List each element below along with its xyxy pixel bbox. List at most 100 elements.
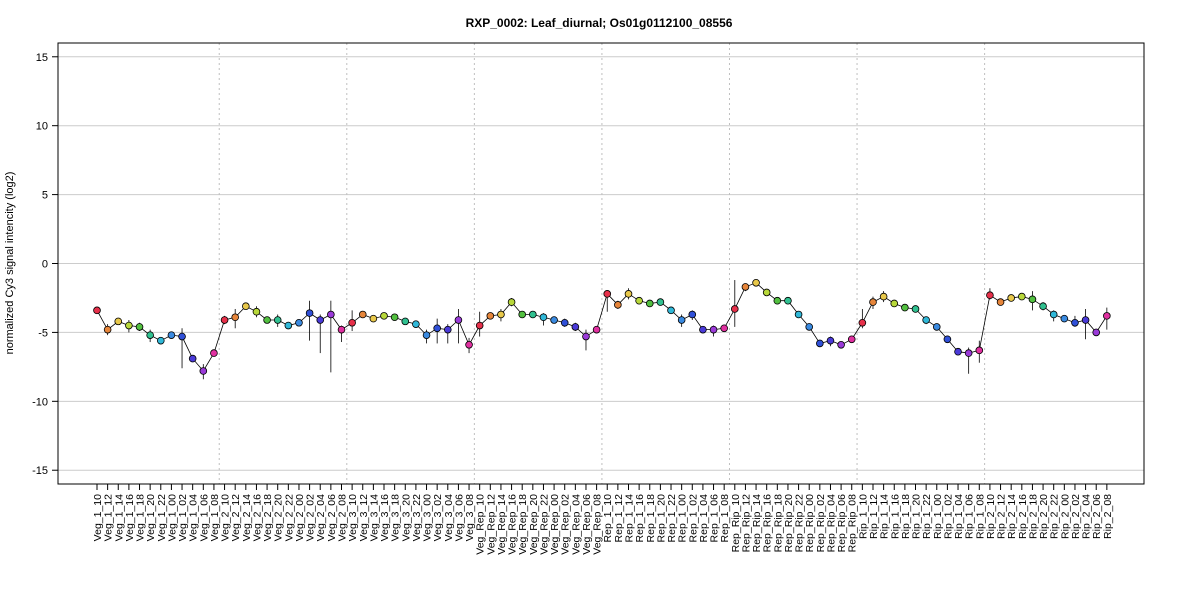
data-points <box>93 278 1111 375</box>
y-tick-label: 5 <box>42 190 48 202</box>
x-tick-label: Veg_2_22 <box>283 494 295 541</box>
data-point <box>847 335 856 344</box>
x-tick-label: Rip_1_06 <box>964 494 976 539</box>
x-tick-label: Veg_1_00 <box>166 494 178 541</box>
data-point <box>709 325 718 334</box>
data-point <box>635 296 643 305</box>
data-point <box>273 316 282 324</box>
x-tick-label: Rep_1_04 <box>698 494 710 543</box>
data-point <box>1049 310 1058 319</box>
x-tick-label: Rip_1_10 <box>857 494 869 539</box>
x-tick-label: Veg_Rep_14 <box>496 494 508 555</box>
data-point <box>433 324 441 333</box>
data-point <box>816 339 824 348</box>
data-point <box>752 278 760 287</box>
x-tick-label: Rep_1_06 <box>709 494 721 543</box>
x-tick-label: Rep_1_22 <box>666 494 678 543</box>
x-tick-label: Rip_2_02 <box>1070 494 1082 539</box>
x-tick-label: Rip_2_06 <box>1091 494 1103 539</box>
data-point <box>252 307 261 316</box>
x-tick-label: Veg_Rep_12 <box>485 494 497 555</box>
x-tick-label: Veg_3_08 <box>464 494 476 541</box>
x-tick-label: Rep_Rip_22 <box>794 494 806 553</box>
x-tick-label: Veg_3_12 <box>358 494 370 541</box>
data-point <box>401 317 410 326</box>
data-point <box>762 288 771 297</box>
x-tick-label: Rep_Rip_18 <box>772 494 784 553</box>
data-point <box>667 306 675 315</box>
x-tick-label: Veg_2_18 <box>262 494 274 541</box>
data-point <box>592 325 601 334</box>
group-separators <box>218 43 986 484</box>
x-tick-label: Rep_1_18 <box>645 494 657 543</box>
x-tick-label: Rip_1_16 <box>889 494 901 539</box>
x-tick-label: Veg_3_20 <box>400 494 412 541</box>
x-tick-label: Rip_2_20 <box>1038 494 1050 539</box>
data-point <box>890 299 899 308</box>
x-tick-label: Veg_1_20 <box>145 494 157 541</box>
data-point <box>773 296 782 305</box>
data-point <box>486 312 495 320</box>
x-tick-label: Veg_2_14 <box>241 494 253 541</box>
data-point <box>943 335 952 344</box>
data-point <box>93 306 101 315</box>
data-point <box>571 323 580 331</box>
y-tick-label: -15 <box>32 465 48 477</box>
chart-title: RXP_0002: Leaf_diurnal; Os01g0112100_085… <box>466 16 733 30</box>
data-point <box>380 312 388 320</box>
data-point <box>614 301 622 309</box>
y-tick-label: 0 <box>42 259 48 271</box>
data-point <box>826 336 835 345</box>
x-tick-label: Rep_Rip_02 <box>815 494 827 553</box>
data-point <box>507 298 516 306</box>
x-tick-label: Rip_1_00 <box>932 494 944 539</box>
x-tick-label: Rep_1_02 <box>687 494 699 543</box>
x-tick-label: Rip_1_18 <box>900 494 912 539</box>
x-tick-label: Rep_Rip_12 <box>740 494 752 553</box>
data-point <box>858 318 867 327</box>
data-point <box>645 299 654 308</box>
x-tick-label: Veg_2_08 <box>336 494 348 541</box>
x-tick-label: Veg_1_22 <box>156 494 168 541</box>
data-point <box>582 332 590 341</box>
x-tick-label: Veg_1_02 <box>177 494 189 541</box>
x-tick-label: Veg_Rep_06 <box>581 494 593 555</box>
data-point <box>688 310 697 319</box>
x-tick-label: Veg_3_00 <box>422 494 434 541</box>
x-tick-label: Veg_2_12 <box>230 494 242 541</box>
data-point <box>911 305 920 313</box>
data-point <box>284 321 293 330</box>
data-point <box>1028 295 1037 304</box>
data-point <box>135 323 144 331</box>
x-tick-label: Veg_2_10 <box>220 494 232 541</box>
data-point <box>1007 294 1015 302</box>
x-tick-label: Rip_1_20 <box>911 494 923 539</box>
data-point <box>327 310 335 319</box>
data-point <box>1081 316 1090 324</box>
data-point <box>305 309 314 317</box>
data-point <box>1103 312 1111 320</box>
data-point <box>146 331 154 339</box>
x-tick-label: Rip_2_04 <box>1081 494 1093 539</box>
x-tick-label: Rip_2_10 <box>985 494 997 539</box>
data-point <box>231 313 239 322</box>
x-tick-label: Veg_1_04 <box>188 494 200 541</box>
data-point <box>560 318 569 327</box>
grid <box>58 56 1144 471</box>
data-point <box>1071 318 1079 327</box>
x-tick-label: Rep_Rip_14 <box>751 494 763 553</box>
data-point <box>794 310 803 319</box>
data-point <box>242 302 250 311</box>
data-point <box>125 321 133 330</box>
x-tick-label: Rep_Rip_08 <box>847 494 859 553</box>
x-tick-label: Veg_3_22 <box>411 494 423 541</box>
data-point <box>720 324 728 333</box>
x-tick-label: Rip_1_12 <box>868 494 880 539</box>
x-tick-label: Veg_3_16 <box>379 494 391 541</box>
x-tick-label: Veg_2_06 <box>326 494 338 541</box>
x-tick-label: Rep_Rip_06 <box>836 494 848 553</box>
data-point <box>730 305 739 313</box>
x-tick-label: Veg_Rep_00 <box>549 494 561 555</box>
x-tick-label: Rip_2_18 <box>1027 494 1039 539</box>
